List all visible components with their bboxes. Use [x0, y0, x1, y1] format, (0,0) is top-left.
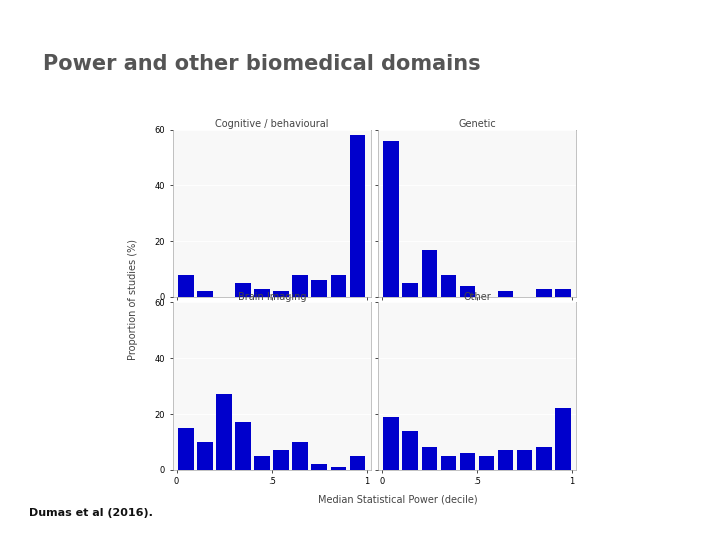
Bar — [498, 292, 513, 297]
Bar — [536, 288, 552, 297]
Bar — [330, 275, 346, 297]
Bar — [459, 286, 475, 297]
Bar — [254, 288, 270, 297]
Bar — [216, 394, 232, 470]
Bar — [179, 428, 194, 470]
Bar — [536, 448, 552, 470]
Title: Brain Imaging: Brain Imaging — [238, 292, 306, 302]
Text: Proportion of studies (%): Proportion of studies (%) — [128, 239, 138, 360]
Bar — [235, 422, 251, 470]
Bar — [384, 141, 399, 297]
Text: Power and other biomedical domains: Power and other biomedical domains — [43, 54, 481, 74]
Bar — [555, 408, 570, 470]
Text: Dumas et al (2016).: Dumas et al (2016). — [29, 508, 153, 518]
Bar — [555, 288, 570, 297]
Bar — [384, 417, 399, 470]
Bar — [235, 283, 251, 297]
Bar — [274, 292, 289, 297]
Bar — [479, 456, 495, 470]
Title: Cognitive / behavioural: Cognitive / behavioural — [215, 119, 328, 129]
Bar — [421, 249, 437, 297]
Bar — [402, 283, 418, 297]
Bar — [421, 448, 437, 470]
Bar — [441, 456, 456, 470]
Bar — [498, 450, 513, 470]
Bar — [254, 456, 270, 470]
Bar — [402, 431, 418, 470]
Bar — [312, 464, 328, 470]
Bar — [312, 280, 328, 297]
Bar — [459, 453, 475, 470]
Text: Median Statistical Power (decile): Median Statistical Power (decile) — [318, 495, 477, 505]
Bar — [441, 275, 456, 297]
Bar — [197, 292, 213, 297]
Bar — [517, 450, 533, 470]
Bar — [350, 135, 365, 297]
Bar — [179, 275, 194, 297]
Bar — [292, 275, 308, 297]
Bar — [274, 450, 289, 470]
Bar — [197, 442, 213, 470]
Bar — [350, 456, 365, 470]
Bar — [330, 467, 346, 470]
Title: Other: Other — [463, 292, 491, 302]
Title: Genetic: Genetic — [458, 119, 496, 129]
Bar — [292, 442, 308, 470]
